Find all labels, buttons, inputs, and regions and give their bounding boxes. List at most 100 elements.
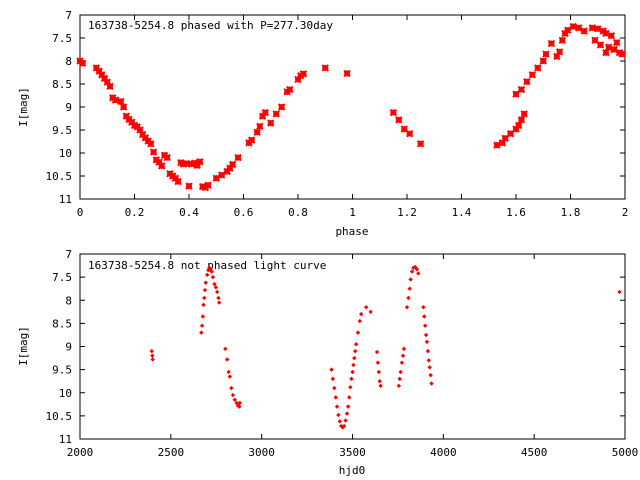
- data-point: [376, 369, 382, 375]
- data-point: [350, 369, 355, 375]
- data-point: [569, 22, 577, 31]
- data-point: [564, 26, 572, 34]
- data-point: [321, 64, 329, 72]
- phased-plot-title: 163738-5254.8 phased with P=277.30day: [88, 19, 333, 32]
- data-point: [588, 24, 597, 32]
- data-point: [95, 67, 103, 75]
- data-point: [200, 314, 206, 319]
- data-point: [216, 300, 222, 305]
- data-point: [558, 36, 567, 45]
- data-point: [421, 304, 426, 310]
- data-point: [401, 346, 407, 352]
- data-point: [429, 381, 434, 386]
- data-point: [341, 423, 347, 429]
- data-point: [355, 330, 361, 335]
- data-point: [343, 69, 351, 78]
- data-point: [580, 27, 588, 35]
- data-point: [618, 50, 626, 58]
- data-point: [406, 295, 411, 301]
- data-point: [277, 103, 286, 111]
- x-tick-label: 0.4: [179, 206, 199, 219]
- data-point: [299, 70, 308, 78]
- data-point: [182, 159, 190, 168]
- data-point: [147, 140, 155, 148]
- x-tick-label: 0.2: [125, 206, 145, 219]
- data-point: [607, 31, 616, 40]
- data-point: [212, 281, 217, 287]
- data-point: [404, 304, 410, 310]
- data-point: [106, 82, 114, 91]
- x-tick-label: 2500: [158, 446, 185, 459]
- data-point: [400, 353, 406, 358]
- data-point: [359, 311, 364, 317]
- unphased-x-axis-label: hjd0: [339, 464, 366, 477]
- y-tick-label: 11: [59, 193, 72, 206]
- data-point: [272, 110, 280, 118]
- data-point: [398, 369, 403, 375]
- data-point: [409, 269, 415, 274]
- data-point: [534, 64, 542, 72]
- data-point: [330, 376, 336, 382]
- data-point: [286, 85, 294, 94]
- data-point: [230, 392, 236, 398]
- data-point: [352, 355, 357, 361]
- data-point: [539, 57, 547, 65]
- phased-y-axis-label: I[mag]: [17, 87, 30, 127]
- data-point: [209, 269, 214, 274]
- data-point: [363, 304, 369, 310]
- data-point: [119, 103, 128, 111]
- y-tick-label: 9: [65, 101, 72, 114]
- data-point: [591, 36, 599, 45]
- data-point: [196, 158, 204, 166]
- x-tick-label: 5000: [612, 446, 639, 459]
- data-point: [237, 404, 242, 409]
- data-point: [343, 418, 348, 423]
- x-tick-label: 0: [77, 206, 84, 219]
- data-point: [258, 112, 267, 120]
- data-point: [353, 341, 359, 347]
- data-point: [202, 295, 207, 301]
- x-tick-label: 4500: [521, 446, 548, 459]
- data-point: [617, 289, 622, 295]
- data-point: [336, 412, 341, 418]
- y-tick-label: 7: [65, 248, 72, 261]
- data-point: [512, 90, 520, 98]
- data-point: [406, 129, 414, 138]
- data-point: [344, 411, 350, 416]
- data-point: [357, 318, 362, 324]
- data-point: [117, 97, 125, 106]
- data-point: [594, 25, 602, 33]
- data-point: [267, 119, 275, 127]
- data-point: [294, 75, 302, 84]
- x-tick-label: 0.8: [288, 206, 308, 219]
- x-tick-label: 2: [622, 206, 629, 219]
- data-point: [397, 376, 402, 382]
- data-point: [136, 126, 144, 134]
- data-point: [517, 116, 526, 124]
- data-point: [79, 59, 87, 68]
- unphased-plot-frame: [79, 253, 626, 440]
- x-tick-label: 0.6: [234, 206, 254, 219]
- data-point: [253, 128, 261, 137]
- data-point: [163, 153, 171, 162]
- data-point: [204, 181, 212, 189]
- data-point: [602, 49, 610, 57]
- phased-data-points: [76, 22, 626, 192]
- data-point: [201, 302, 206, 308]
- data-point: [202, 287, 208, 293]
- data-point: [574, 24, 583, 32]
- x-tick-label: 1: [349, 206, 356, 219]
- data-point: [555, 48, 564, 56]
- data-point: [199, 330, 204, 335]
- data-point: [520, 110, 528, 118]
- data-point: [217, 171, 226, 179]
- data-point: [375, 360, 381, 365]
- x-tick-label: 1.8: [561, 206, 581, 219]
- y-tick-label: 10.5: [46, 170, 73, 183]
- unphased-ticks: 2000 2500 3000 3500 4000 4500 5000 7 7.5 8 8.5 9 9.5…: [46, 248, 639, 459]
- unphased-data-points: [149, 264, 622, 430]
- data-point: [523, 77, 531, 86]
- data-point: [111, 96, 120, 104]
- data-point: [613, 38, 621, 47]
- data-point: [212, 174, 220, 183]
